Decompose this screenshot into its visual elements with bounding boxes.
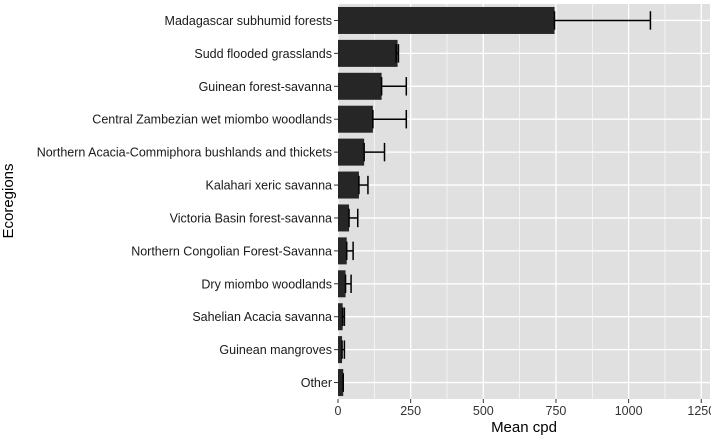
category-label: Sahelian Acacia savanna [192, 310, 332, 324]
bar [338, 237, 347, 265]
bar [338, 39, 398, 67]
x-tick-label: 0 [335, 404, 342, 418]
bar [338, 105, 373, 133]
plot-panel [338, 4, 710, 399]
error-bars [341, 11, 652, 392]
error-bar [363, 142, 386, 162]
x-axis-title: Mean cpd [491, 419, 557, 436]
error-bar [395, 44, 400, 63]
x-tick-label: 1250 [687, 404, 711, 418]
error-bar [344, 274, 352, 294]
category-label: Kalahari xeric savanna [206, 179, 333, 193]
error-bar [380, 77, 408, 96]
error-bar [372, 109, 408, 129]
category-label: Madagascar subhumid forests [165, 14, 332, 28]
grid-lines [337, 4, 710, 399]
bar [338, 72, 382, 100]
category-label: Sudd flooded grasslands [194, 47, 332, 61]
category-label: Victoria Basin forest-savanna [170, 211, 332, 225]
bar [338, 303, 343, 331]
bar [338, 171, 359, 199]
category-label: Dry miombo woodlands [201, 277, 332, 291]
error-bar [341, 340, 346, 359]
bars [338, 6, 555, 397]
bar [338, 270, 346, 298]
category-label: Guinean forest-savanna [199, 80, 332, 94]
category-label: Northern Acacia-Commiphora bushlands and… [37, 146, 332, 160]
error-bar [345, 241, 354, 261]
x-tick-label: 750 [546, 404, 567, 418]
x-tick-label: 250 [400, 404, 421, 418]
error-bar [553, 11, 652, 30]
error-bar [341, 307, 346, 326]
bar [338, 6, 555, 34]
bar [338, 204, 350, 232]
x-tick-label: 500 [473, 404, 494, 418]
y-axis-title: Ecoregions [0, 163, 17, 238]
category-label: Other [301, 376, 332, 390]
category-label: Central Zambezian wet miombo woodlands [92, 113, 332, 127]
x-tick-labels: 0 250 500 750 1000 1250 [335, 399, 711, 418]
error-bar [358, 175, 369, 195]
x-tick-label: 1000 [615, 404, 643, 418]
bar [338, 369, 344, 397]
category-labels: Madagascar subhumid forests Sudd flooded … [37, 14, 338, 390]
error-bar [348, 208, 359, 228]
bar [338, 336, 343, 364]
category-label: Northern Congolian Forest-Savanna [131, 244, 332, 258]
category-label: Guinean mangroves [219, 343, 332, 357]
bar [338, 138, 365, 166]
